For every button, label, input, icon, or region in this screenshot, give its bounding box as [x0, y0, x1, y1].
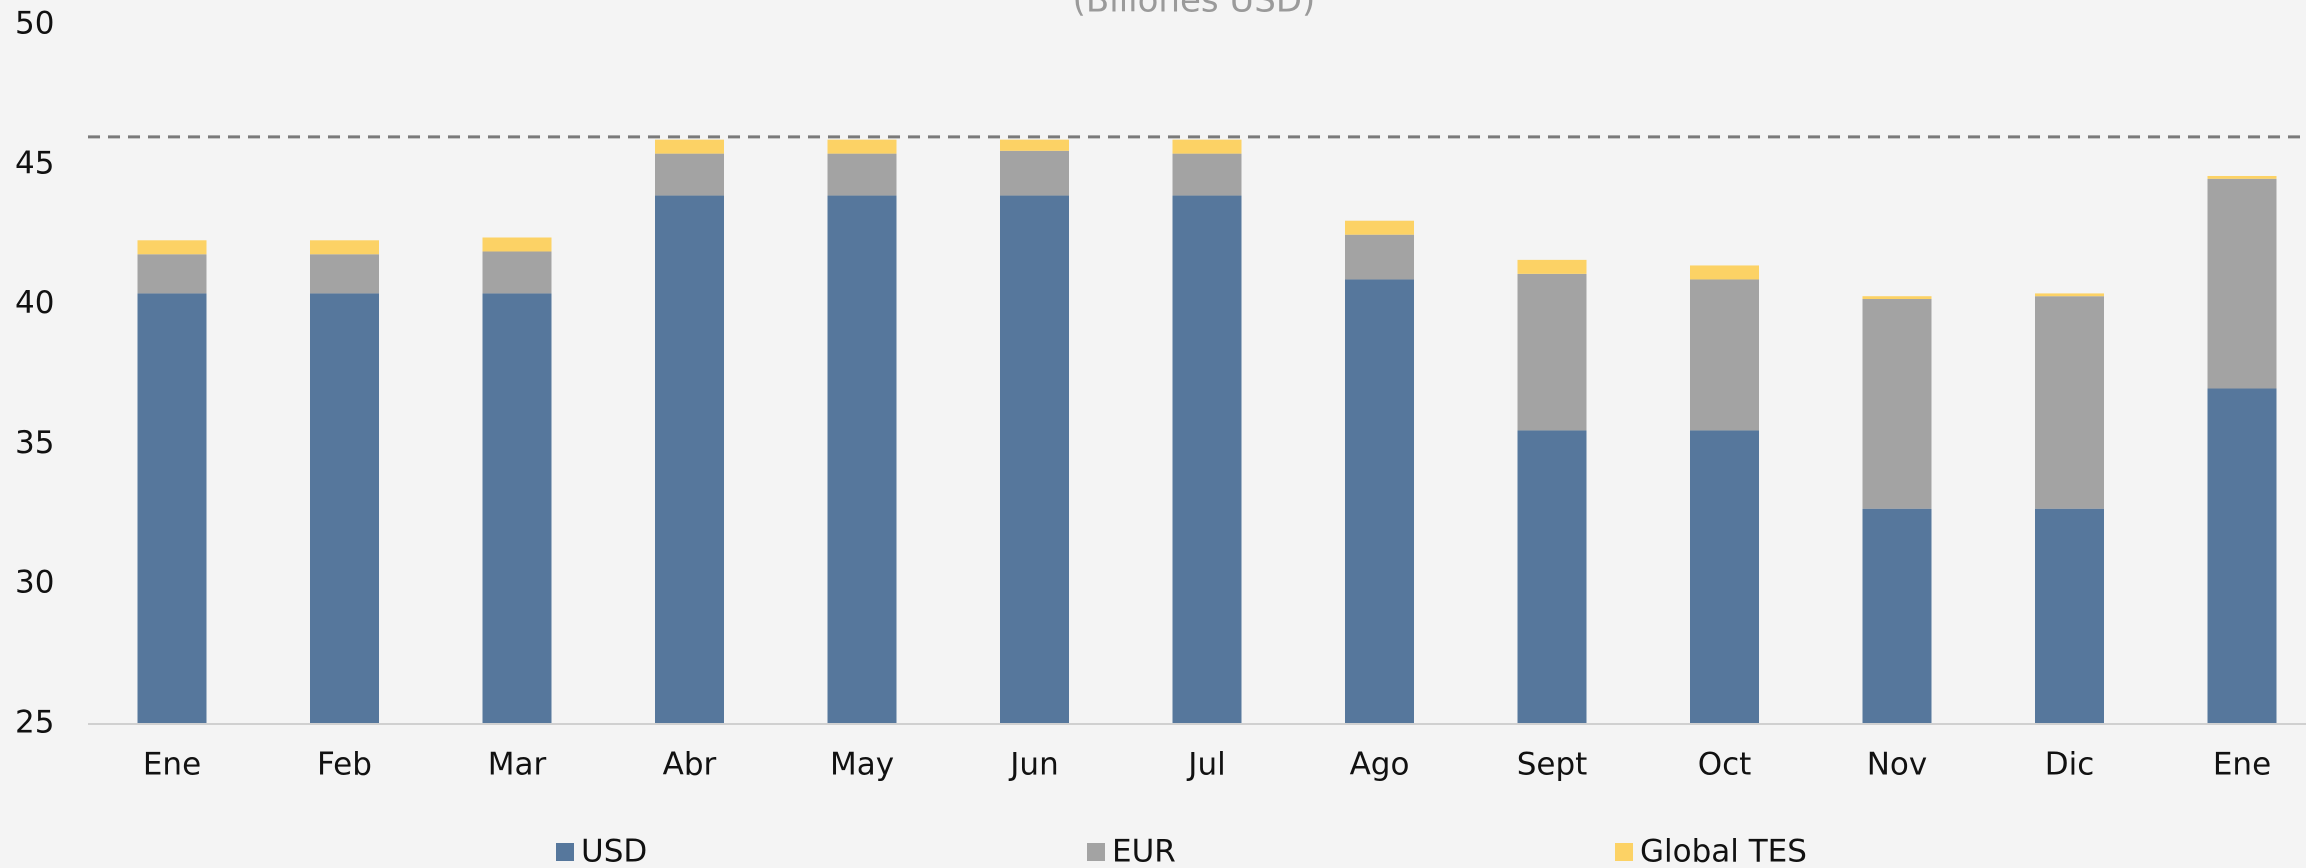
x-tick-label: Ago — [1350, 747, 1410, 783]
y-tick-label: 35 — [15, 425, 54, 461]
bar-segment — [1345, 279, 1414, 724]
bar-segment — [827, 195, 897, 724]
bar-segment — [310, 254, 379, 294]
y-tick-label: 45 — [15, 145, 54, 181]
bar-segment — [655, 139, 724, 154]
bar-segment — [1345, 220, 1414, 235]
bar-segment — [1172, 153, 1242, 196]
y-tick-label: 30 — [15, 565, 54, 601]
bar-segment — [827, 153, 897, 196]
bar-segment — [1517, 259, 1587, 274]
legend-label: EUR — [1112, 834, 1176, 868]
x-tick-label: Jun — [1008, 747, 1058, 783]
bar-segment — [1862, 299, 1932, 509]
bar-segment — [2035, 293, 2104, 297]
bar-segment — [655, 195, 724, 724]
bar-segment — [310, 293, 379, 724]
x-tick-label: Nov — [1867, 747, 1928, 783]
x-tick-label: Sept — [1517, 747, 1588, 783]
bar-segment — [482, 293, 552, 724]
chart-subtitle: (Billones USD) — [1073, 0, 1316, 21]
bar-segment — [2207, 388, 2277, 724]
x-tick-label: Mar — [488, 747, 547, 783]
legend-swatch — [1087, 843, 1105, 861]
legend-swatch — [556, 843, 574, 861]
bar-segment — [482, 251, 552, 294]
bar-segment — [1862, 296, 1932, 300]
legend-label: USD — [581, 834, 647, 868]
bar-segment — [137, 240, 207, 255]
bar-segment — [1690, 430, 1759, 724]
x-tick-label: Oct — [1698, 747, 1752, 783]
bar-segment — [310, 240, 379, 255]
x-tick-label: Dic — [2045, 747, 2095, 783]
x-tick-label: May — [830, 747, 894, 783]
legend-label: Global TES — [1640, 834, 1807, 868]
bar-segment — [1172, 195, 1242, 724]
bar-segment — [827, 139, 897, 154]
y-tick-label: 25 — [15, 705, 54, 741]
bar-segment — [482, 237, 552, 252]
x-tick-label: Ene — [2213, 747, 2271, 783]
bar-segment — [1000, 195, 1069, 724]
y-tick-label: 50 — [15, 6, 54, 42]
bar-segment — [137, 293, 207, 724]
bar-segment — [1517, 273, 1587, 431]
bar-segment — [137, 254, 207, 294]
bar-segment — [1000, 150, 1069, 196]
bar-segment — [2207, 175, 2277, 179]
x-tick-label: Jul — [1186, 747, 1225, 783]
bar-segment — [2207, 178, 2277, 389]
bar-segment — [1345, 234, 1414, 280]
legend-swatch — [1615, 843, 1633, 861]
bar-segment — [2035, 508, 2104, 724]
bar-segment — [2035, 296, 2104, 509]
y-tick-label: 40 — [15, 285, 54, 321]
bar-segment — [1862, 508, 1932, 724]
x-tick-label: Ene — [143, 747, 201, 783]
bar-segment — [655, 153, 724, 196]
bar-segment — [1517, 430, 1587, 724]
bar-segment — [1690, 265, 1759, 280]
x-tick-label: Feb — [317, 747, 372, 783]
bar-segment — [1690, 279, 1759, 431]
bar-segment — [1000, 139, 1069, 151]
bar-segment — [1172, 139, 1242, 154]
x-tick-label: Abr — [663, 747, 717, 783]
